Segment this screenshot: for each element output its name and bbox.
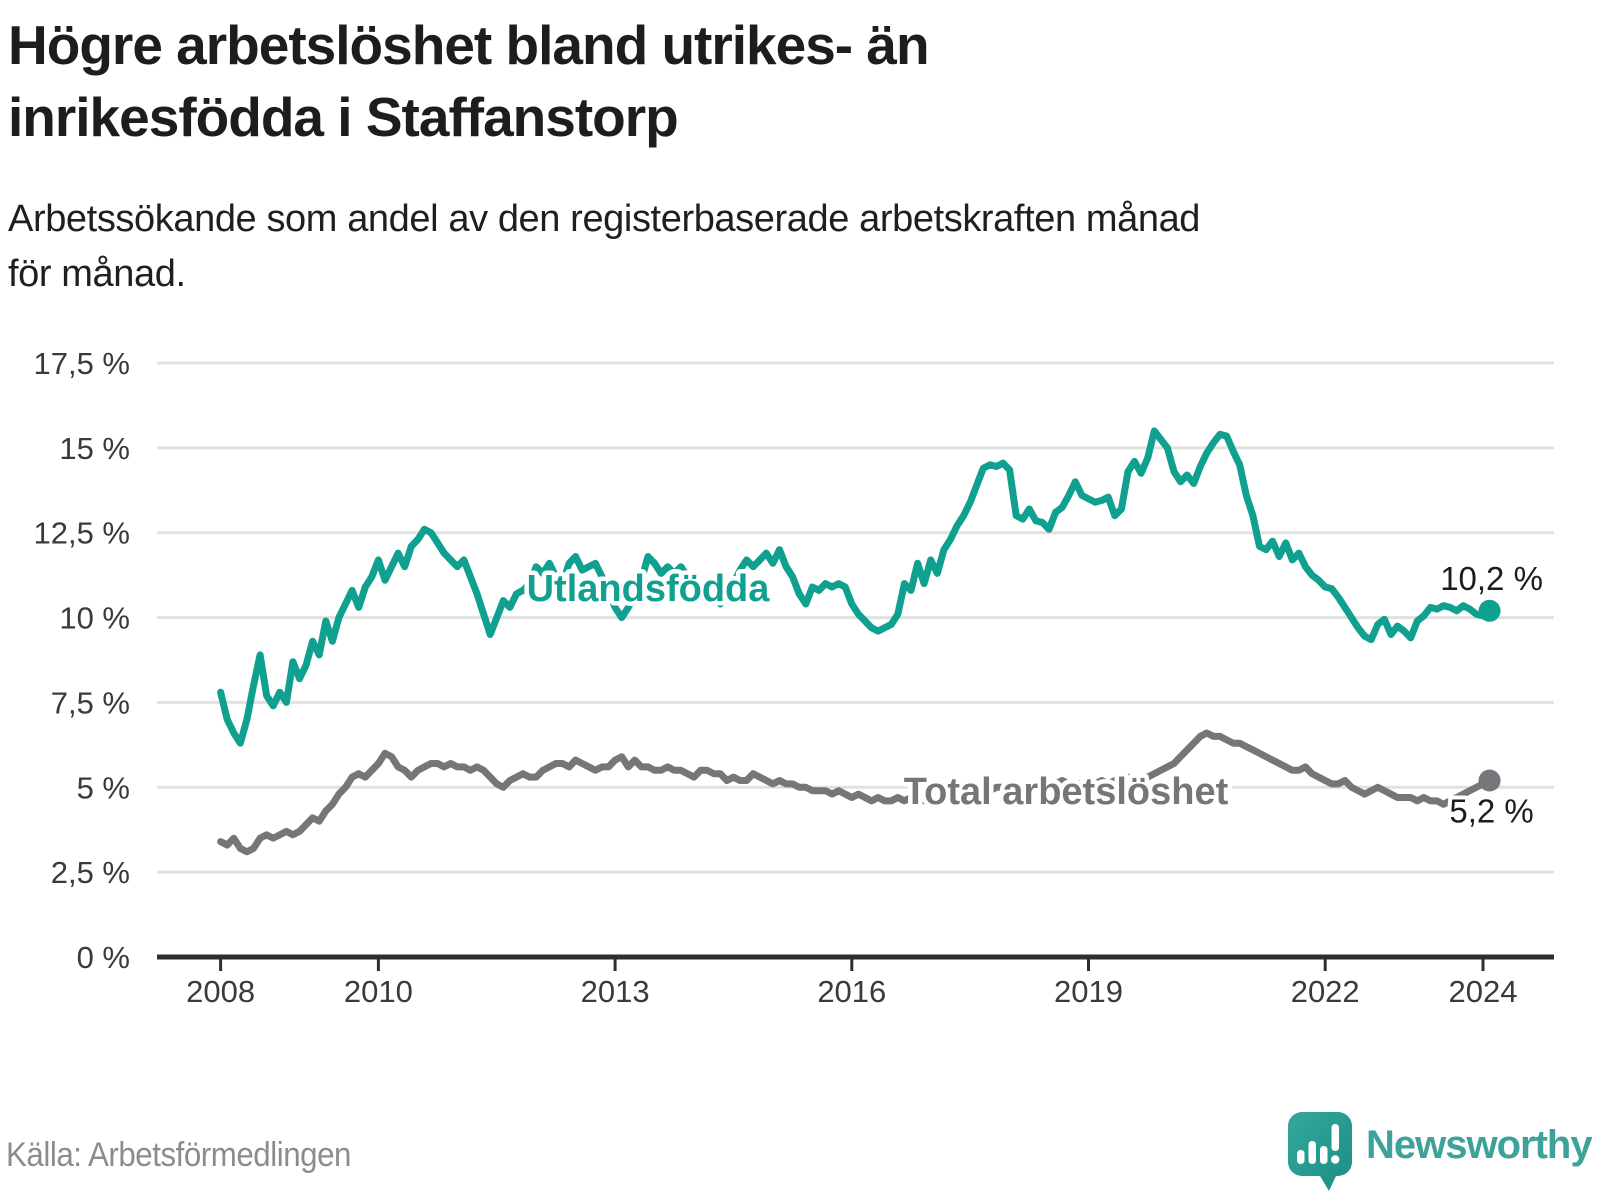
y-axis-tick-label: 5 % <box>77 770 130 805</box>
source-note: Källa: Arbetsförmedlingen <box>6 1136 351 1174</box>
x-axis-tick-label: 2016 <box>817 974 886 1009</box>
newsworthy-logo-icon <box>1288 1112 1352 1191</box>
series-line-total <box>217 729 1494 856</box>
chart-subtitle: Arbetssökande som andel av den registerb… <box>8 192 1588 302</box>
page-title: Högre arbetslöshet bland utrikes- än inr… <box>8 10 1268 153</box>
newsworthy-logo: Newsworthy <box>1288 1112 1593 1192</box>
page-title-line-2: inrikesfödda i Staffanstorp <box>8 85 679 148</box>
bar-chart-bar-tall <box>1308 1141 1316 1164</box>
newsworthy-wordmark: Newsworthy <box>1366 1123 1593 1167</box>
exclamation-bar-icon <box>1331 1124 1339 1151</box>
chart-subtitle-line-1: Arbetssökande som andel av den registerb… <box>8 198 1201 240</box>
y-axis-tick-label: 12,5 % <box>33 516 130 551</box>
x-axis-tick-label: 2013 <box>581 974 650 1009</box>
series-label-total: Total arbetslöshet <box>904 771 1229 813</box>
series-end-annotation-utlandsfodda: 10,2 % <box>1440 560 1543 597</box>
page-title-line-1: Högre arbetslöshet bland utrikes- än <box>8 14 930 76</box>
series-line-utlandsfodda <box>217 427 1494 747</box>
x-axis-tick-label: 2008 <box>186 974 255 1009</box>
x-axis-tick-label: 2022 <box>1291 974 1360 1009</box>
chart-subtitle-line-2: för månad. <box>8 253 186 296</box>
series-end-annotation-total: 5,2 % <box>1449 792 1533 829</box>
series-label-utlandsfodda: Utlandsfödda <box>527 568 771 610</box>
bar-chart-bar-small <box>1297 1150 1305 1164</box>
series-end-dot-utlandsfodda <box>1478 599 1501 622</box>
line-chart: 2008 2010 2013 2016 2019 2022 2024 0 % 2,5 % 5 % 7… <box>33 346 1554 1009</box>
y-axis-tick-label: 10 % <box>59 601 130 636</box>
x-axis-tick-label: 2019 <box>1054 974 1123 1009</box>
y-axis-tick-label: 0 % <box>77 940 130 975</box>
exclamation-dot-icon <box>1331 1155 1340 1164</box>
y-axis-tick-label: 15 % <box>59 431 130 466</box>
y-axis-tick-label: 17,5 % <box>33 346 130 381</box>
y-axis-tick-label: 7,5 % <box>51 685 130 720</box>
x-axis-tick-label: 2024 <box>1449 974 1518 1009</box>
series-end-dot-total <box>1478 769 1501 792</box>
x-axis-tick-label: 2010 <box>344 974 413 1009</box>
y-axis-tick-label: 2,5 % <box>51 855 130 890</box>
bar-chart-bar-mid <box>1320 1146 1328 1164</box>
